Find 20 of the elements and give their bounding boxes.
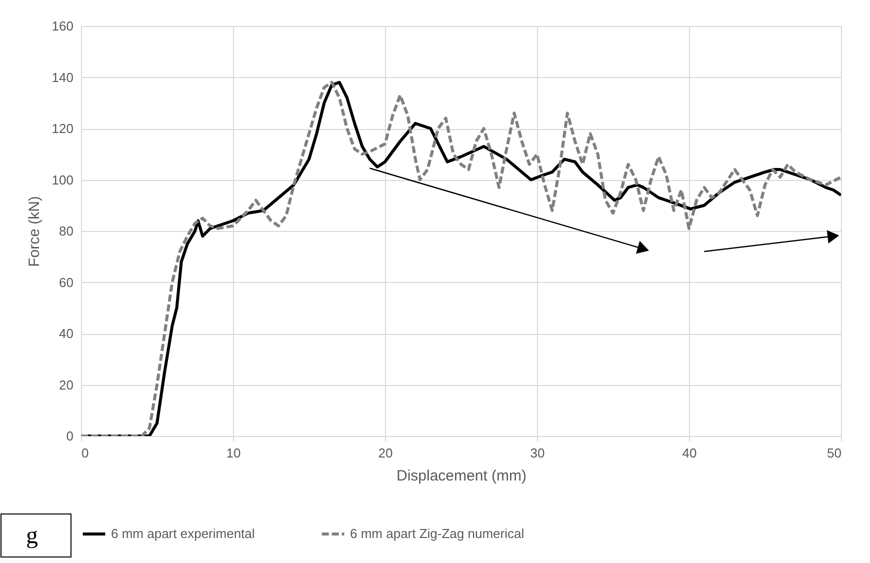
x-tick-label: 50 <box>827 446 842 460</box>
y-tick-label: 120 <box>52 121 74 136</box>
y-tick-label: 60 <box>59 274 74 290</box>
text: g <box>26 523 38 549</box>
y-tick-label: 40 <box>59 326 74 341</box>
y-tick-label: 140 <box>52 70 74 85</box>
x-axis-title: Displacement (mm) <box>396 468 527 484</box>
x-tick-label: 20 <box>378 446 393 460</box>
y-tick-label: 80 <box>59 224 74 238</box>
y-tick-label: 160 <box>52 18 74 34</box>
legend-label: 6 mm apart experimental <box>111 526 255 541</box>
legend-label: 6 mm apart Zig-Zag numerical <box>350 526 524 541</box>
x-tick-label: 10 <box>226 446 241 460</box>
x-tick-label: 0 <box>82 446 89 460</box>
y-axis-title: Force (kN) <box>26 196 43 267</box>
y-tick-label: 0 <box>66 428 74 444</box>
x-tick-label: 40 <box>682 446 697 460</box>
x-tick-label: 30 <box>530 446 545 460</box>
y-tick-label: 20 <box>59 377 74 392</box>
y-tick-label: 100 <box>52 172 74 188</box>
